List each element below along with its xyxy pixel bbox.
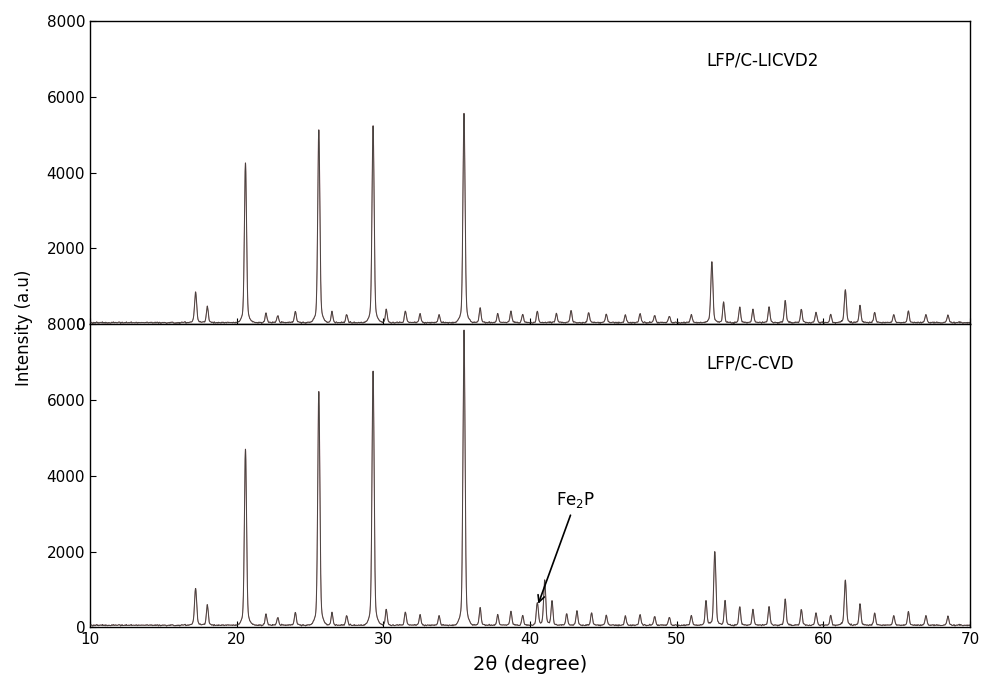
Text: Fe$_2$P: Fe$_2$P: [538, 490, 596, 602]
X-axis label: 2θ (degree): 2θ (degree): [473, 655, 587, 675]
Text: LFP/C-CVD: LFP/C-CVD: [706, 355, 794, 372]
Text: Intensity (a.u): Intensity (a.u): [15, 270, 33, 385]
Text: LFP/C-LICVD2: LFP/C-LICVD2: [706, 51, 818, 69]
